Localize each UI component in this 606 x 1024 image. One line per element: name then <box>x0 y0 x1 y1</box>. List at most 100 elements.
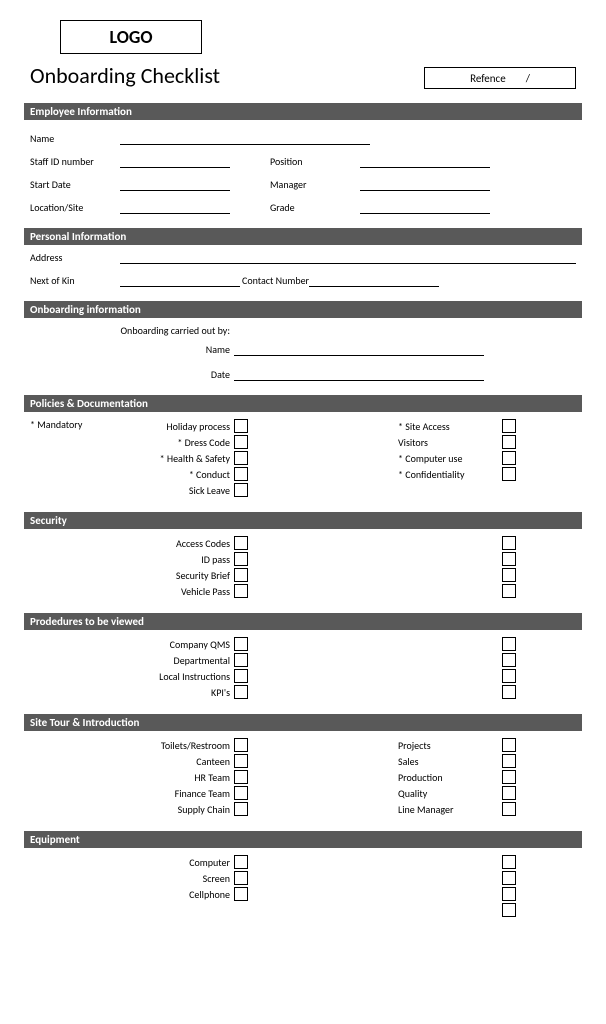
site-tour-left-4: Supply Chain <box>120 803 234 816</box>
policies-right-2: * Computer use <box>398 452 502 465</box>
policies-right-col: * Site Access Visitors * Computer use * … <box>398 418 516 498</box>
position-label: Position <box>270 155 340 168</box>
security-left-0: Access Codes <box>120 537 234 550</box>
section-onboarding-info: Onboarding information <box>24 301 582 318</box>
checkbox[interactable] <box>234 871 248 885</box>
site-tour-left-0: Toilets/Restroom <box>120 739 234 752</box>
checkbox[interactable] <box>502 435 516 449</box>
policies-right-0: * Site Access <box>398 420 502 433</box>
manager-label: Manager <box>270 178 340 191</box>
staff-id-field[interactable] <box>120 153 230 168</box>
section-security: Security <box>24 512 582 529</box>
checkbox[interactable] <box>234 738 248 752</box>
site-tour-right-3: Quality <box>398 787 502 800</box>
reference-label: Refence <box>470 72 506 85</box>
name-label: Name <box>30 132 120 145</box>
checkbox[interactable] <box>502 536 516 550</box>
checkbox[interactable] <box>234 669 248 683</box>
checkbox[interactable] <box>234 685 248 699</box>
manager-field[interactable] <box>360 176 490 191</box>
section-site-tour: Site Tour & Introduction <box>24 714 582 731</box>
reference-box[interactable]: Refence / <box>424 67 576 89</box>
checkbox[interactable] <box>502 552 516 566</box>
checkbox[interactable] <box>502 451 516 465</box>
location-field[interactable] <box>120 199 230 214</box>
checkbox[interactable] <box>234 435 248 449</box>
next-of-kin-field[interactable] <box>120 272 240 287</box>
checkbox[interactable] <box>502 770 516 784</box>
checkbox[interactable] <box>234 483 248 497</box>
site-tour-right-1: Sales <box>398 755 502 768</box>
checkbox[interactable] <box>234 451 248 465</box>
name-field[interactable] <box>120 130 370 145</box>
site-tour-right-4: Line Manager <box>398 803 502 816</box>
site-tour-right-2: Production <box>398 771 502 784</box>
site-tour-left-2: HR Team <box>120 771 234 784</box>
grade-label: Grade <box>270 201 340 214</box>
start-date-field[interactable] <box>120 176 230 191</box>
carried-out-by-label: Onboarding carried out by: <box>30 324 234 337</box>
mandatory-note: * Mandatory <box>30 418 120 498</box>
checkbox[interactable] <box>234 887 248 901</box>
staff-id-label: Staff ID number <box>30 155 120 168</box>
checkbox[interactable] <box>234 467 248 481</box>
checkbox[interactable] <box>502 887 516 901</box>
security-left-1: ID pass <box>120 553 234 566</box>
checkbox[interactable] <box>234 855 248 869</box>
security-left-2: Security Brief <box>120 569 234 582</box>
procedures-left-1: Departmental <box>120 654 234 667</box>
section-equipment: Equipment <box>24 831 582 848</box>
checkbox[interactable] <box>502 754 516 768</box>
checkbox[interactable] <box>234 552 248 566</box>
ob-date-label: Date <box>30 368 234 381</box>
checkbox[interactable] <box>502 871 516 885</box>
policies-left-3: * Conduct <box>120 468 234 481</box>
checkbox[interactable] <box>502 685 516 699</box>
site-tour-right-col: Projects Sales Production Quality Line M… <box>398 737 516 817</box>
checkbox[interactable] <box>502 653 516 667</box>
site-tour-left-3: Finance Team <box>120 787 234 800</box>
checkbox[interactable] <box>502 637 516 651</box>
checkbox[interactable] <box>502 786 516 800</box>
location-label: Location/Site <box>30 201 120 214</box>
checkbox[interactable] <box>502 419 516 433</box>
checkbox[interactable] <box>502 855 516 869</box>
grade-field[interactable] <box>360 199 490 214</box>
checkbox[interactable] <box>234 802 248 816</box>
contact-field[interactable] <box>309 272 439 287</box>
logo-box: LOGO <box>60 20 202 54</box>
checkbox[interactable] <box>234 584 248 598</box>
page-title: Onboarding Checklist <box>30 62 424 89</box>
procedures-left-2: Local Instructions <box>120 670 234 683</box>
checkbox[interactable] <box>502 584 516 598</box>
checkbox[interactable] <box>502 802 516 816</box>
checkbox[interactable] <box>502 568 516 582</box>
ob-date-field[interactable] <box>234 366 484 381</box>
policies-left-2: * Health & Safety <box>120 452 234 465</box>
checkbox[interactable] <box>234 786 248 800</box>
equipment-left-col: Computer Screen Cellphone <box>120 854 248 918</box>
checkbox[interactable] <box>234 770 248 784</box>
policies-left-1: * Dress Code <box>120 436 234 449</box>
checkbox[interactable] <box>234 653 248 667</box>
section-procedures: Prodedures to be viewed <box>24 613 582 630</box>
policies-left-4: Sick Leave <box>120 484 234 497</box>
procedures-right-col <box>398 636 516 700</box>
checkbox[interactable] <box>234 637 248 651</box>
checkbox[interactable] <box>234 568 248 582</box>
policies-right-1: Visitors <box>398 436 502 449</box>
position-field[interactable] <box>360 153 490 168</box>
equipment-left-1: Screen <box>120 872 234 885</box>
address-field[interactable] <box>120 249 576 264</box>
checkbox[interactable] <box>234 754 248 768</box>
policies-left-0: Holiday process <box>120 420 234 433</box>
start-date-label: Start Date <box>30 178 120 191</box>
checkbox[interactable] <box>234 419 248 433</box>
checkbox[interactable] <box>502 903 516 917</box>
checkbox[interactable] <box>234 536 248 550</box>
checkbox[interactable] <box>502 738 516 752</box>
ob-name-field[interactable] <box>234 341 484 356</box>
checkbox[interactable] <box>502 669 516 683</box>
checkbox[interactable] <box>502 467 516 481</box>
procedures-left-col: Company QMS Departmental Local Instructi… <box>120 636 248 700</box>
